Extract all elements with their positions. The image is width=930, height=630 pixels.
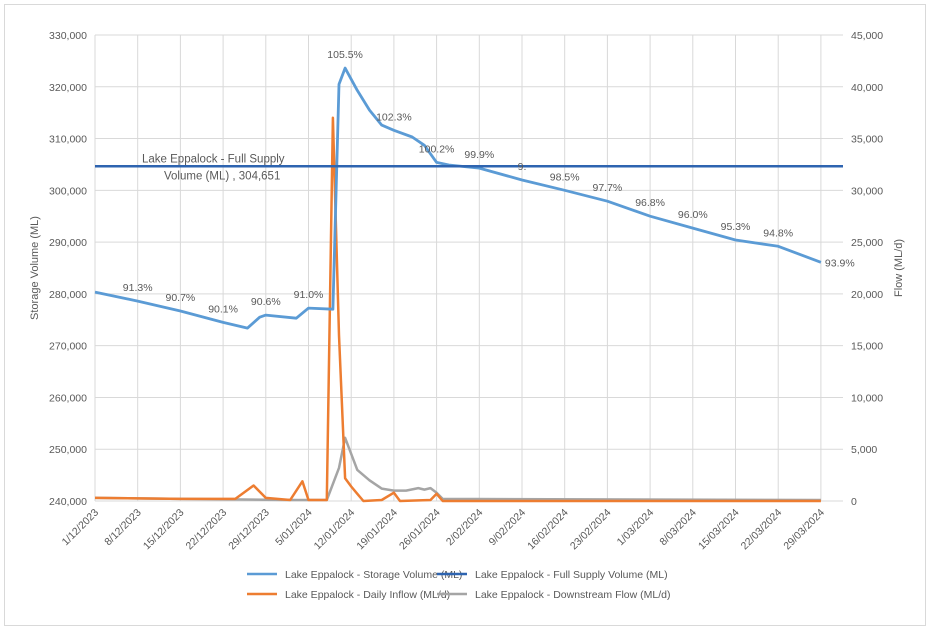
data-label: 96.8% xyxy=(635,197,665,209)
data-label: 100.2% xyxy=(419,143,455,155)
x-tick-label: 15/12/2023 xyxy=(141,507,187,553)
y2-tick-label: 25,000 xyxy=(851,237,883,249)
data-label: 93.9% xyxy=(825,257,855,269)
x-tick-label: 1/12/2023 xyxy=(60,507,102,549)
legend-label: Lake Eppalock - Downstream Flow (ML/d) xyxy=(475,589,671,601)
x-tick-label: 26/01/2024 xyxy=(397,507,443,553)
y-tick-label: 330,000 xyxy=(49,30,87,42)
x-tick-label: 29/03/2024 xyxy=(781,507,827,553)
data-label: 96.0% xyxy=(678,209,708,221)
y-tick-label: 310,000 xyxy=(49,134,87,146)
x-tick-label: 9/02/2024 xyxy=(487,507,529,549)
y-tick-label: 240,000 xyxy=(49,496,87,508)
y2-tick-label: 20,000 xyxy=(851,289,883,301)
y-tick-label: 250,000 xyxy=(49,444,87,456)
data-label: 90.6% xyxy=(251,296,281,308)
y2-axis-title: Flow (ML/d) xyxy=(893,239,905,297)
y-axis-title: Storage Volume (ML) xyxy=(29,216,41,320)
data-label: 91.3% xyxy=(123,282,153,294)
data-label: 98.5% xyxy=(550,171,580,183)
y2-tick-label: 10,000 xyxy=(851,392,883,404)
y2-tick-label: 0 xyxy=(851,496,857,508)
x-tick-label: 5/01/2024 xyxy=(273,507,315,549)
y-tick-label: 290,000 xyxy=(49,237,87,249)
fsv-label-line2: Volume (ML) , 304,651 xyxy=(164,170,280,182)
data-label: 97.7% xyxy=(593,182,623,194)
y-tick-label: 280,000 xyxy=(49,289,87,301)
x-tick-label: 22/12/2023 xyxy=(184,507,230,553)
y-tick-label: 260,000 xyxy=(49,392,87,404)
x-tick-label: 16/02/2024 xyxy=(525,507,571,553)
x-tick-label: 12/01/2024 xyxy=(312,507,358,553)
y2-tick-label: 35,000 xyxy=(851,134,883,146)
x-tick-label: 29/12/2023 xyxy=(226,507,272,553)
data-label: 91.0% xyxy=(294,289,324,301)
chart-frame xyxy=(4,4,926,626)
legend-label: Lake Eppalock - Storage Volume (ML) xyxy=(285,569,462,581)
data-label: 94.8% xyxy=(763,227,793,239)
data-label: 102.3% xyxy=(376,111,412,123)
x-tick-label: 22/03/2024 xyxy=(739,507,785,553)
y2-tick-label: 30,000 xyxy=(851,185,883,197)
y2-tick-label: 40,000 xyxy=(851,82,883,94)
y2-tick-label: 5,000 xyxy=(851,444,877,456)
fsv-label-line1: Lake Eppalock - Full Supply xyxy=(142,153,285,165)
x-tick-label: 19/01/2024 xyxy=(354,507,400,553)
x-tick-label: 8/03/2024 xyxy=(657,507,699,549)
legend-label: Lake Eppalock - Daily Inflow (ML/d) xyxy=(285,589,450,601)
x-tick-label: 23/02/2024 xyxy=(568,507,614,553)
x-tick-label: 1/03/2024 xyxy=(615,507,657,549)
data-label: 99.9% xyxy=(464,149,494,161)
x-tick-label: 2/02/2024 xyxy=(444,507,486,549)
data-label: 90.7% xyxy=(166,292,196,304)
data-label: 9. xyxy=(518,161,527,173)
series-lake-eppalock-daily-inflow-ml-d xyxy=(94,116,821,503)
y-tick-label: 320,000 xyxy=(49,82,87,94)
x-tick-label: 15/03/2024 xyxy=(696,507,742,553)
y-tick-label: 300,000 xyxy=(49,185,87,197)
data-label: 105.5% xyxy=(327,49,363,61)
y2-tick-label: 15,000 xyxy=(851,341,883,353)
data-label: 90.1% xyxy=(208,303,238,315)
series-lake-eppalock-downstream-flow-ml-d xyxy=(94,436,821,502)
data-label: 95.3% xyxy=(721,221,751,233)
y-tick-label: 270,000 xyxy=(49,341,87,353)
y2-tick-label: 45,000 xyxy=(851,30,883,42)
legend-label: Lake Eppalock - Full Supply Volume (ML) xyxy=(475,569,668,581)
series-lake-eppalock-storage-volume-ml xyxy=(94,66,822,330)
x-tick-label: 8/12/2023 xyxy=(102,507,144,549)
